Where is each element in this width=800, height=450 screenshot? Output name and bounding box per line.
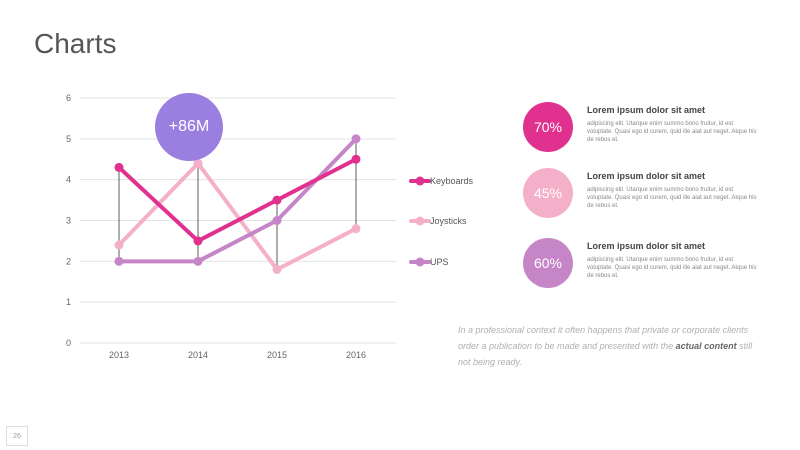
percent-circle: 45%: [523, 168, 573, 218]
y-tick-label: 4: [66, 175, 71, 185]
y-tick-label: 0: [66, 338, 71, 348]
stat-text: adipiscing elit. Utarque enim summo bono…: [587, 121, 757, 143]
stat-text: adipiscing elit. Utarque enim summo bono…: [587, 187, 757, 209]
quote-bold: actual content: [675, 341, 737, 351]
data-point: [114, 256, 124, 266]
x-tick-label: 2016: [346, 350, 366, 360]
data-point: [272, 265, 282, 274]
percent-circle: 60%: [523, 238, 573, 288]
data-point: [193, 158, 203, 168]
y-tick-label: 1: [66, 297, 71, 307]
stat-item: 45% Lorem ipsum dolor sit amet adipiscin…: [523, 168, 800, 220]
quote-before: In a professional context it often happe…: [458, 325, 749, 351]
quote-text: In a professional context it often happe…: [458, 322, 758, 370]
data-point: [351, 224, 361, 234]
stat-heading: Lorem ipsum dolor sit amet: [587, 105, 706, 115]
highlight-bubble: +86M: [155, 93, 223, 161]
stat-heading: Lorem ipsum dolor sit amet: [587, 171, 706, 181]
y-tick-label: 6: [66, 93, 71, 103]
page-number: 26: [6, 426, 28, 446]
legend-label: Keyboards: [430, 176, 474, 186]
legend-swatch-marker: [415, 257, 425, 267]
legend-label: Joysticks: [430, 216, 467, 226]
legend-label: UPS: [430, 257, 449, 267]
series-line-keyboards: [117, 157, 358, 243]
data-point: [272, 216, 282, 225]
y-tick-label: 2: [66, 256, 71, 266]
x-tick-label: 2013: [109, 350, 129, 360]
stat-item: 70% Lorem ipsum dolor sit amet adipiscin…: [523, 102, 800, 154]
data-point: [193, 256, 203, 266]
stat-item: 60% Lorem ipsum dolor sit amet adipiscin…: [523, 238, 800, 290]
stat-text: adipiscing elit. Utarque enim summo bono…: [587, 257, 757, 279]
y-tick-label: 3: [66, 216, 71, 226]
x-tick-label: 2014: [188, 350, 208, 360]
y-tick-label: 5: [66, 134, 71, 144]
data-point: [351, 134, 361, 144]
data-point: [193, 236, 203, 246]
legend-swatch-marker: [415, 216, 425, 226]
data-point: [351, 154, 361, 164]
percent-circle: 70%: [523, 102, 573, 152]
stat-heading: Lorem ipsum dolor sit amet: [587, 241, 706, 251]
legend-swatch-marker: [415, 176, 425, 186]
quote-after: still not being ready.: [458, 341, 753, 367]
data-point: [114, 240, 124, 250]
data-point: [272, 195, 282, 205]
data-point: [114, 162, 124, 172]
x-tick-label: 2015: [267, 350, 287, 360]
slide-title: Charts: [34, 28, 117, 59]
